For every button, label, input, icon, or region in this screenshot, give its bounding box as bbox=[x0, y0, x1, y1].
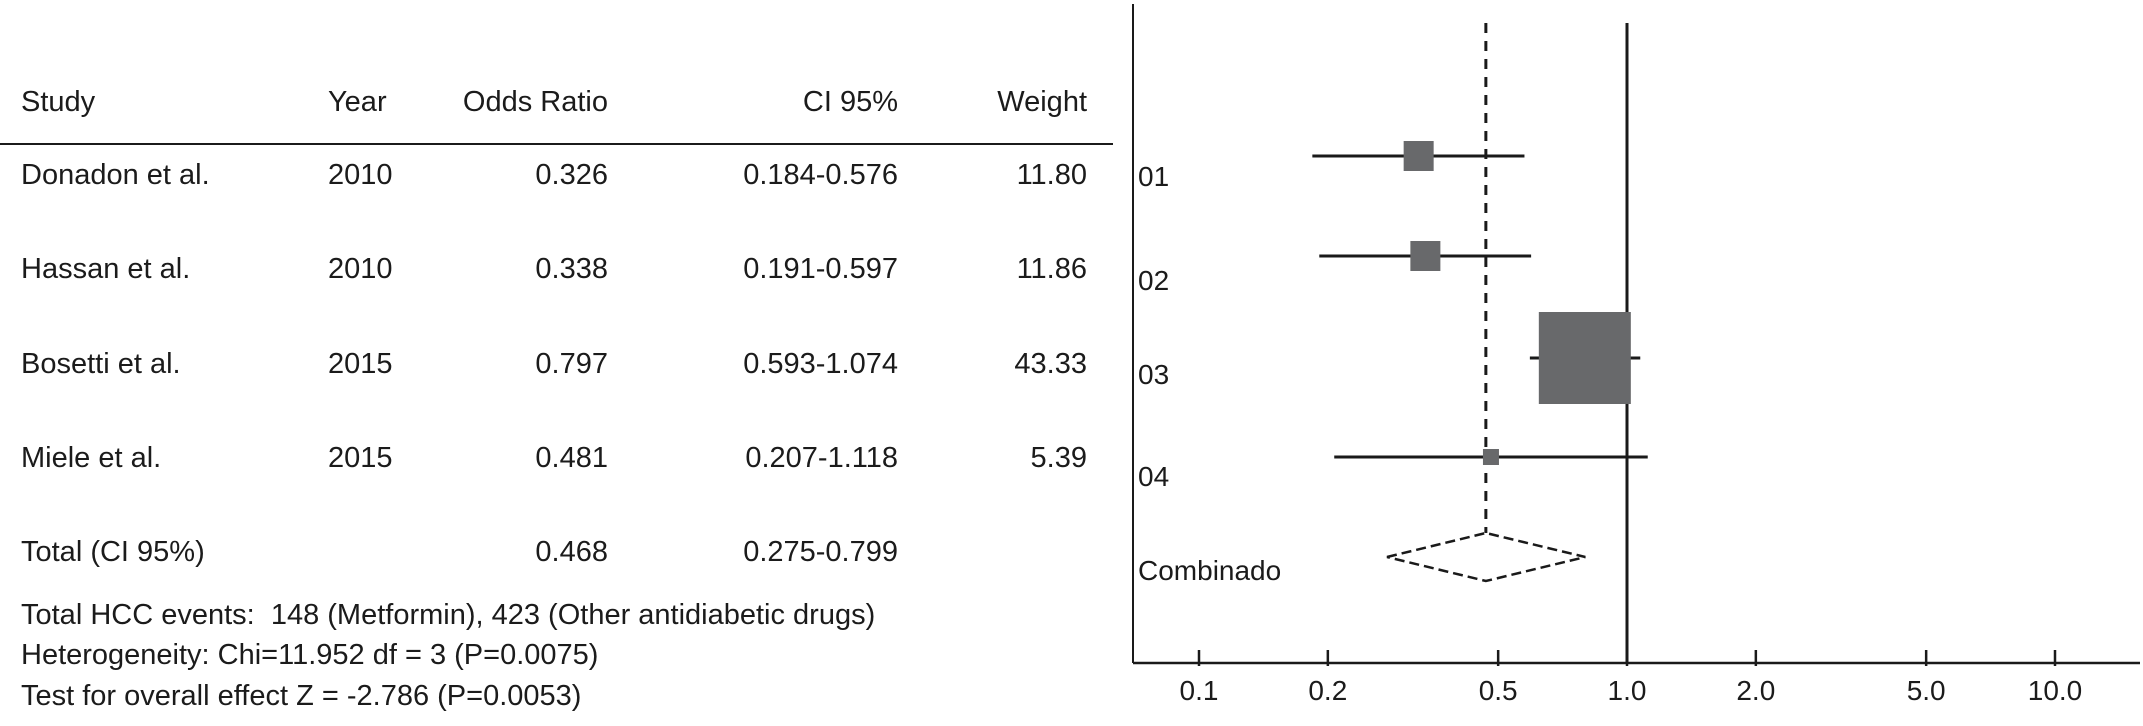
col-header-odds-ratio: Odds Ratio bbox=[462, 86, 608, 118]
study-cell: Miele et al. bbox=[21, 442, 162, 474]
weight-cell: 11.86 bbox=[1016, 253, 1087, 285]
study-cell: Total (CI 95%) bbox=[21, 536, 205, 568]
table-header-row: Study Year Odds Ratio CI 95% Weight bbox=[0, 82, 1120, 122]
odds-ratio-cell: 0.797 bbox=[535, 348, 608, 380]
or-marker-study-2 bbox=[1410, 241, 1441, 271]
col-header-year: Year bbox=[328, 86, 387, 118]
ci-cell: 0.593-1.074 bbox=[743, 348, 898, 380]
table-row-study-3: Bosetti et al. 2015 0.797 0.593-1.074 43.33 bbox=[0, 344, 1120, 384]
x-tick-label-5.0: 5.0 bbox=[1907, 675, 1946, 706]
table-row-study-1: Donadon et al. 2010 0.326 0.184-0.576 11.80 bbox=[0, 155, 1120, 195]
row-label-combinado: Combinado bbox=[1138, 555, 1281, 586]
weight-cell: 11.80 bbox=[1016, 159, 1087, 191]
col-header-study: Study bbox=[21, 86, 96, 118]
col-header-ci95: CI 95% bbox=[802, 86, 898, 118]
weight-cell: 43.33 bbox=[1014, 348, 1087, 380]
or-marker-study-1 bbox=[1403, 141, 1434, 171]
table-header-rule bbox=[0, 143, 1113, 145]
ci-cell: 0.184-0.576 bbox=[743, 159, 898, 191]
x-tick-label-0.1: 0.1 bbox=[1180, 675, 1219, 706]
col-header-weight: Weight bbox=[997, 86, 1087, 118]
table-row-study-2: Hassan et al. 2010 0.338 0.191-0.597 11.86 bbox=[0, 249, 1120, 289]
odds-ratio-cell: 0.326 bbox=[535, 159, 608, 191]
row-label-02: 02 bbox=[1138, 265, 1169, 296]
or-marker-study-4 bbox=[1482, 449, 1499, 465]
footnote-3: Test for overall effect Z = -2.786 (P=0.… bbox=[21, 680, 582, 712]
ci-cell: 0.207-1.118 bbox=[745, 442, 898, 474]
odds-ratio-cell: 0.468 bbox=[535, 536, 608, 568]
x-tick-label-0.5: 0.5 bbox=[1479, 675, 1518, 706]
study-cell: Hassan et al. bbox=[21, 253, 191, 285]
ci-cell: 0.191-0.597 bbox=[743, 253, 898, 285]
x-tick-label-2.0: 2.0 bbox=[1736, 675, 1775, 706]
x-tick-label-10.0: 10.0 bbox=[2028, 675, 2083, 706]
row-label-01: 01 bbox=[1138, 161, 1169, 192]
odds-ratio-cell: 0.481 bbox=[535, 442, 608, 474]
year-cell: 2015 bbox=[328, 442, 393, 474]
year-cell: 2010 bbox=[328, 159, 393, 191]
study-cell: Donadon et al. bbox=[21, 159, 210, 191]
year-cell: 2010 bbox=[328, 253, 393, 285]
footnote-2: Heterogeneity: Chi=11.952 df = 3 (P=0.00… bbox=[21, 639, 599, 671]
row-label-04: 04 bbox=[1138, 461, 1169, 492]
table-row-study-4: Miele et al. 2015 0.481 0.207-1.118 5.39 bbox=[0, 438, 1120, 478]
study-cell: Bosetti et al. bbox=[21, 348, 181, 380]
year-cell: 2015 bbox=[328, 348, 393, 380]
table-row-total: Total (CI 95%) 0.468 0.275-0.799 bbox=[0, 532, 1120, 572]
x-tick-label-1.0: 1.0 bbox=[1608, 675, 1647, 706]
weight-cell: 5.39 bbox=[1030, 442, 1087, 474]
odds-ratio-cell: 0.338 bbox=[535, 253, 608, 285]
footnote-1: Total HCC events: 148 (Metformin), 423 (… bbox=[21, 599, 876, 631]
ci-cell: 0.275-0.799 bbox=[743, 536, 898, 568]
row-label-03: 03 bbox=[1138, 359, 1169, 390]
combined-diamond bbox=[1386, 531, 1586, 583]
or-marker-study-3 bbox=[1538, 312, 1631, 404]
x-tick-label-0.2: 0.2 bbox=[1308, 675, 1347, 706]
